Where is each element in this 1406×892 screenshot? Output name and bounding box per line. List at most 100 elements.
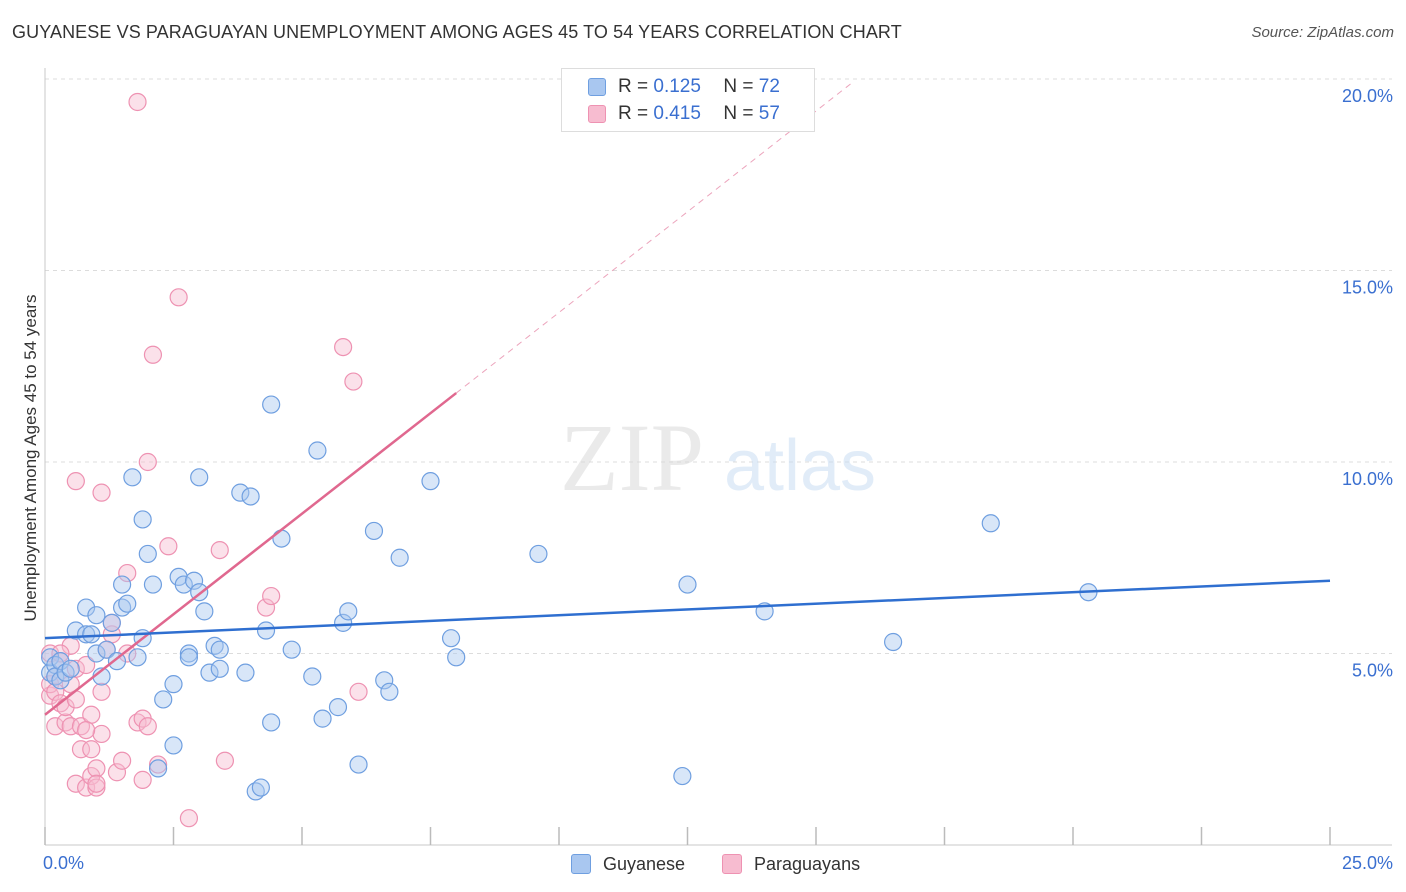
paraguayans-point (66, 472, 85, 491)
paraguayans-point (87, 759, 106, 778)
trend-lines (44, 82, 1331, 716)
guyanese-point (673, 766, 692, 786)
paraguayans-point (262, 586, 281, 606)
guyanese-point (179, 644, 199, 663)
bottom-legend-guyanese: Guyanese (571, 852, 685, 876)
guyanese-point (66, 621, 85, 640)
paraguayans-point (87, 778, 106, 797)
guyanese-point (349, 755, 368, 774)
x-tick-label: 0.0% (43, 853, 84, 873)
y-tick-label: 20.0% (1342, 86, 1393, 106)
legend-swatch-blue (588, 78, 606, 96)
guyanese-point (241, 487, 260, 506)
guyanese-point (421, 472, 440, 491)
paraguayans-point (71, 740, 91, 759)
legend-row-guyanese: R = 0.125 N = 72 (588, 74, 780, 100)
paraguayans-point (41, 644, 60, 663)
guyanese-point (118, 594, 137, 613)
source-label: Source: ZipAtlas.com (1251, 24, 1394, 41)
legend-n-blue: 72 (758, 76, 780, 97)
guyanese-point (87, 644, 106, 663)
guyanese-point (390, 548, 409, 567)
guyanese-point (174, 575, 193, 594)
guyanese-point (262, 395, 281, 414)
guyanese-point (328, 698, 348, 717)
paraguayans-point (344, 372, 363, 391)
guyanese-point (179, 648, 199, 667)
guyanese-point (981, 514, 1000, 533)
paraguayans-point (148, 755, 168, 774)
guyanese-point (447, 648, 466, 667)
y-axis-label: Unemployment Among Ages 45 to 54 years (21, 295, 40, 622)
guyanese-point (102, 613, 121, 632)
paraguayans-point (138, 452, 157, 472)
paraguayans-point (118, 563, 137, 583)
paraguayans-point (92, 724, 111, 744)
x-tick-label: 25.0% (1342, 853, 1393, 873)
bottom-legend-paraguayans: Paraguayans (722, 852, 860, 876)
guyanese-point (87, 606, 106, 625)
guyanese-point (97, 640, 116, 659)
guyanese-point (82, 625, 101, 644)
paraguayans-point (82, 705, 101, 724)
guyanese-point (164, 736, 183, 755)
paraguayans-point (51, 644, 70, 663)
paraguayans-point (128, 92, 147, 112)
watermark: ZIP atlas (560, 404, 876, 511)
guyanese-point (262, 713, 281, 732)
axes (44, 68, 1392, 846)
bottom-legend-label-paraguayans: Paraguayans (754, 853, 861, 874)
paraguayans-point (159, 537, 178, 556)
paraguayans-point (77, 655, 96, 675)
guyanese-point (529, 544, 548, 564)
guyanese-point (256, 621, 276, 640)
guyanese-point (148, 759, 168, 778)
guyanese-point (210, 659, 229, 678)
guyanese-point (231, 483, 250, 502)
paraguayans-point (169, 288, 188, 307)
grid-lines (45, 78, 1392, 654)
guyanese-point (236, 663, 255, 682)
paraguayans-point (66, 690, 85, 709)
correlation-legend: R = 0.125 N = 72 R = 0.415 N = 57 (561, 68, 815, 132)
tick-labels: 5.0% 10.0% 15.0% 20.0% 0.0% 25.0% (43, 86, 1393, 873)
guyanese-point (282, 640, 301, 659)
paraguayans-point (77, 720, 96, 740)
guyanese-point (190, 468, 209, 487)
paraguayans-point (87, 774, 106, 793)
legend-n-label: N = (723, 103, 754, 124)
paraguayans-point (61, 717, 80, 736)
paraguayans-trend-line (44, 392, 457, 716)
guyanese-point (883, 632, 903, 652)
watermark-atlas: atlas (724, 426, 876, 506)
legend-r-label: R = (618, 103, 649, 124)
chart-title: GUYANESE VS PARAGUAYAN UNEMPLOYMENT AMON… (12, 22, 902, 42)
paraguayans-point (143, 345, 163, 364)
guyanese-point (61, 659, 80, 678)
bottom-legend-swatch-blue (571, 854, 591, 874)
paraguayans-point (256, 598, 276, 617)
paraguayans-point (349, 682, 368, 701)
guyanese-point (272, 529, 291, 548)
guyanese-point (339, 602, 358, 621)
bottom-legend-swatch-pink (722, 854, 742, 874)
y-tick-label: 10.0% (1342, 469, 1393, 489)
paraguayans-point (138, 717, 157, 736)
guyanese-point (678, 575, 697, 594)
guyanese-point (51, 652, 70, 671)
guyanese-point (380, 682, 399, 701)
guyanese-point (313, 709, 332, 728)
guyanese-point (308, 441, 327, 460)
paraguayans-point (92, 682, 111, 701)
y-tick-label: 5.0% (1352, 661, 1393, 681)
paraguayans-point (112, 751, 132, 770)
paraguayans-point (46, 717, 65, 736)
guyanese-point (184, 571, 204, 590)
watermark-zip: ZIP (560, 404, 704, 511)
paraguayans-point (334, 338, 353, 357)
guyanese-point (77, 625, 96, 644)
legend-r-label: R = (618, 76, 649, 97)
paraguayans-point (215, 751, 234, 770)
guyanese-point (133, 510, 152, 529)
